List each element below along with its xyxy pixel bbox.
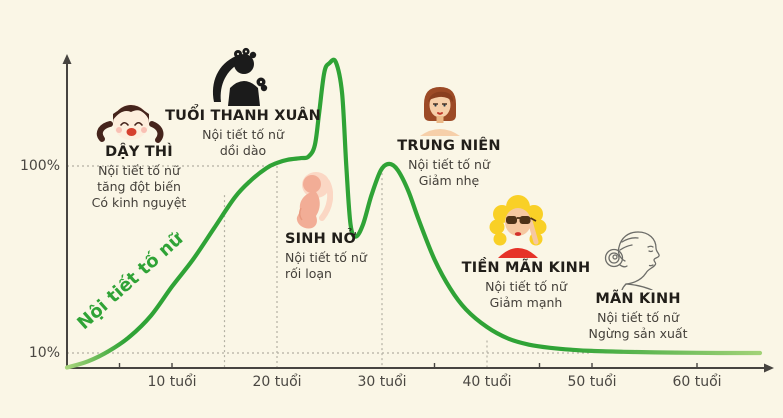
stage-line: Nội tiết tố nữ	[98, 163, 180, 178]
axis-ticks	[118, 363, 698, 367]
stage-line: Ngừng sản xuất	[588, 326, 688, 341]
middle-aged-woman-icon	[420, 87, 460, 136]
y-label-100: 100%	[19, 158, 60, 174]
dotted-gridlines	[67, 165, 592, 368]
stage-title: DẬY THÌ	[105, 144, 173, 160]
x-axis-arrow	[764, 363, 774, 373]
stage-line: rối loạn	[285, 266, 332, 281]
bride-silhouette-icon	[212, 47, 268, 106]
stage-title: MÃN KINH	[595, 291, 681, 307]
hormone-curve	[64, 57, 763, 370]
stage-line: Nội tiết tố nữ	[285, 250, 367, 265]
stage-line: Nội tiết tố nữ	[597, 310, 679, 325]
stage-title: TRUNG NIÊN	[397, 138, 501, 154]
stage-line: Nội tiết tố nữ	[202, 127, 284, 142]
x-label-60: 60 tuổi	[672, 374, 722, 390]
stage-line: tăng đột biến	[97, 179, 181, 194]
x-label-30: 30 tuổi	[357, 374, 407, 390]
stage-line: Có kinh nguyệt	[91, 195, 187, 210]
y-label-10: 10%	[28, 345, 60, 361]
stage-title: TIỀN MÃN KINH	[461, 260, 591, 276]
stage-line: Giảm nhẹ	[418, 173, 480, 188]
x-label-20: 20 tuổi	[252, 374, 302, 390]
stage-line: dồi dào	[219, 143, 267, 158]
stage-day-thi: DẬY THÌ Nội tiết tố nữ tăng đột biến Có …	[64, 144, 214, 211]
y-axis-arrow	[62, 54, 72, 64]
stage-title: SINH NỞ	[285, 231, 357, 247]
girl-braids-icon	[96, 104, 164, 143]
stage-line: Giảm mạnh	[489, 295, 563, 310]
stage-title: TUỔI THANH XUÂN	[165, 108, 321, 124]
pregnant-woman-icon	[296, 172, 333, 229]
x-label-10: 10 tuổi	[147, 374, 197, 390]
stage-line: Nội tiết tố nữ	[485, 279, 567, 294]
x-label-40: 40 tuổi	[462, 374, 512, 390]
stage-tuoi-thanh-xuan: TUỔI THANH XUÂN Nội tiết tố nữ dồi dào	[162, 108, 324, 159]
stage-line: Nội tiết tố nữ	[408, 157, 490, 172]
sketch-woman-icon	[604, 231, 660, 290]
x-label-50: 50 tuổi	[567, 374, 617, 390]
stage-sinh-no: SINH NỞ Nội tiết tố nữ rối loạn	[285, 231, 405, 282]
sunglasses-woman-icon	[489, 195, 547, 258]
stage-tien-man-kinh: TIỀN MÃN KINH Nội tiết tố nữ Giảm mạnh	[446, 260, 606, 311]
stage-trung-nien: TRUNG NIÊN Nội tiết tố nữ Giảm nhẹ	[379, 138, 519, 189]
stage-man-kinh: MÃN KINH Nội tiết tố nữ Ngừng sản xuất	[563, 291, 713, 342]
